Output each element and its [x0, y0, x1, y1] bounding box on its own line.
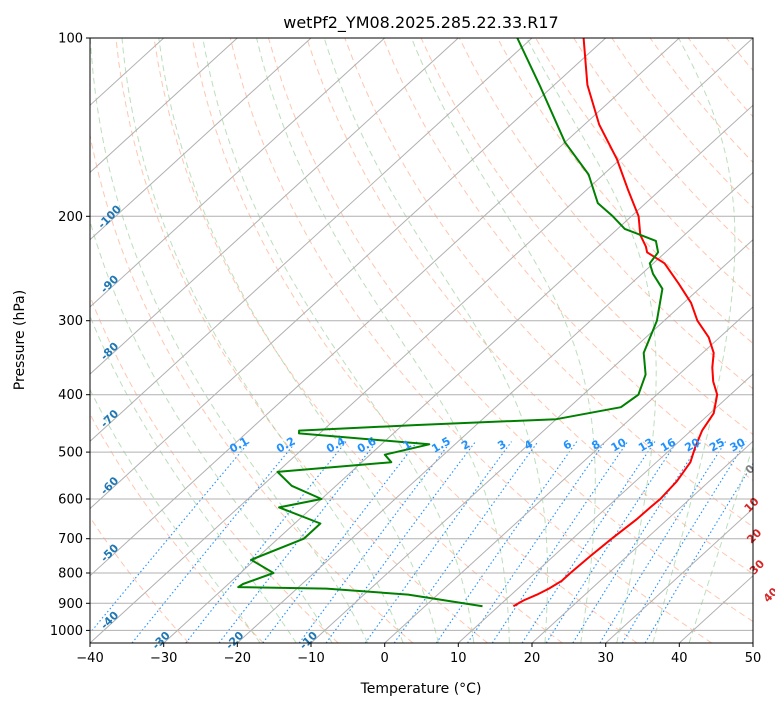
isotherm-line	[163, 104, 753, 643]
isotherm-line	[236, 171, 753, 643]
moist-adiabat-line	[158, 38, 439, 643]
moist-adiabat-line	[121, 38, 404, 643]
x-tick-label: 40	[671, 651, 688, 666]
moist-adiabat-line	[652, 38, 736, 643]
y-axis-label: Pressure (hPa)	[12, 290, 28, 390]
y-tick-label: 400	[58, 388, 83, 403]
isotherm-line	[90, 38, 607, 510]
mixing-ratio-line	[521, 441, 656, 643]
mixing-ratio-line	[621, 441, 747, 643]
mixing-ratio-line	[545, 441, 678, 643]
mixing-ratio-line	[435, 441, 578, 643]
profile-lines	[237, 38, 719, 608]
temperature-profile-line	[512, 38, 719, 608]
plot-frame	[89, 37, 754, 644]
moist-adiabat-line	[202, 38, 475, 643]
y-tick-label: 500	[58, 446, 83, 461]
y-tick-label: 900	[58, 597, 83, 612]
moist-adiabat-line	[90, 388, 261, 643]
x-tick-label: 20	[524, 651, 541, 666]
mixing-ratio-line	[90, 441, 251, 634]
isotherm-line	[605, 507, 753, 643]
isotherm-line	[384, 306, 753, 643]
x-tick-label: 0	[381, 651, 389, 666]
y-tick-label: 1000	[50, 624, 83, 639]
moist-adiabat-line	[411, 38, 596, 643]
y-tick-label: 600	[58, 493, 83, 508]
isotherm-line	[90, 38, 312, 241]
moist-adiabat-line	[323, 38, 548, 643]
isotherm-line	[90, 38, 386, 308]
moist-adiabat-line	[256, 38, 510, 643]
isotherm-line	[90, 38, 533, 443]
dry-adiabat-line	[90, 132, 414, 643]
dry-adiabat-line	[90, 516, 190, 643]
dry-adiabat-line	[90, 413, 264, 643]
isotherm-line	[90, 38, 680, 577]
moist-adiabat-line	[90, 38, 369, 643]
y-tick-label: 200	[58, 210, 83, 225]
dry-adiabat-line	[535, 38, 753, 299]
dewpoint-profile-line	[237, 38, 664, 608]
dry-adiabat-line	[115, 38, 488, 643]
x-tick-label: −40	[76, 651, 103, 666]
y-tick-label: 800	[58, 567, 83, 582]
x-tick-label: 50	[745, 651, 762, 666]
x-tick-label: −10	[297, 651, 324, 666]
isotherms	[90, 38, 753, 643]
mixing-ratio-line	[131, 441, 297, 643]
x-axis: −40 −30 −20 −10 0 10 20 30 40 50	[76, 643, 761, 666]
isotherm-line	[310, 238, 753, 643]
mixing-ratio-line	[599, 441, 727, 643]
isotherm-line	[90, 38, 753, 643]
moist-adiabat-line	[90, 314, 297, 643]
mixing-ratio-line	[325, 441, 476, 643]
dry-adiabat-line	[306, 38, 753, 575]
dry-adiabat-line	[153, 38, 563, 643]
mixing-ratio-lines	[90, 441, 753, 643]
chart-title: wetPf2_YM08.2025.285.22.33.R17	[283, 13, 558, 33]
mixing-ratio-line	[467, 441, 606, 643]
y-tick-label: 300	[58, 314, 83, 329]
x-axis-label: Temperature (°C)	[360, 681, 482, 697]
dry-adiabats	[90, 38, 753, 643]
x-tick-label: −30	[150, 651, 177, 666]
mixing-ratio-line	[491, 441, 629, 643]
isotherm-line	[457, 373, 753, 643]
isotherm-line	[531, 440, 753, 643]
y-tick-label: 700	[58, 532, 83, 547]
mixing-ratio-line	[572, 441, 702, 643]
dry-adiabat-line	[268, 38, 753, 623]
y-tick-label: 100	[58, 32, 83, 47]
moist-adiabat-line	[688, 444, 753, 643]
x-tick-label: 30	[597, 651, 614, 666]
pressure-gridlines	[90, 38, 753, 631]
moist-adiabat-line	[90, 219, 333, 643]
mixing-ratio-line	[644, 462, 753, 643]
moist-adiabats	[90, 38, 753, 643]
mixing-ratio-line	[218, 441, 378, 643]
isotherm-line	[90, 38, 238, 174]
dry-adiabat-line	[496, 38, 753, 345]
dry-adiabat-line	[382, 38, 753, 482]
isotherm-line	[90, 38, 459, 375]
x-tick-label: −20	[224, 651, 251, 666]
x-tick-label: 10	[450, 651, 467, 666]
dry-adiabat-line	[191, 38, 638, 643]
mixing-ratio-line	[364, 441, 512, 643]
y-axis: 100 200 300 400 500 600 700 800 900 1000	[50, 32, 90, 639]
